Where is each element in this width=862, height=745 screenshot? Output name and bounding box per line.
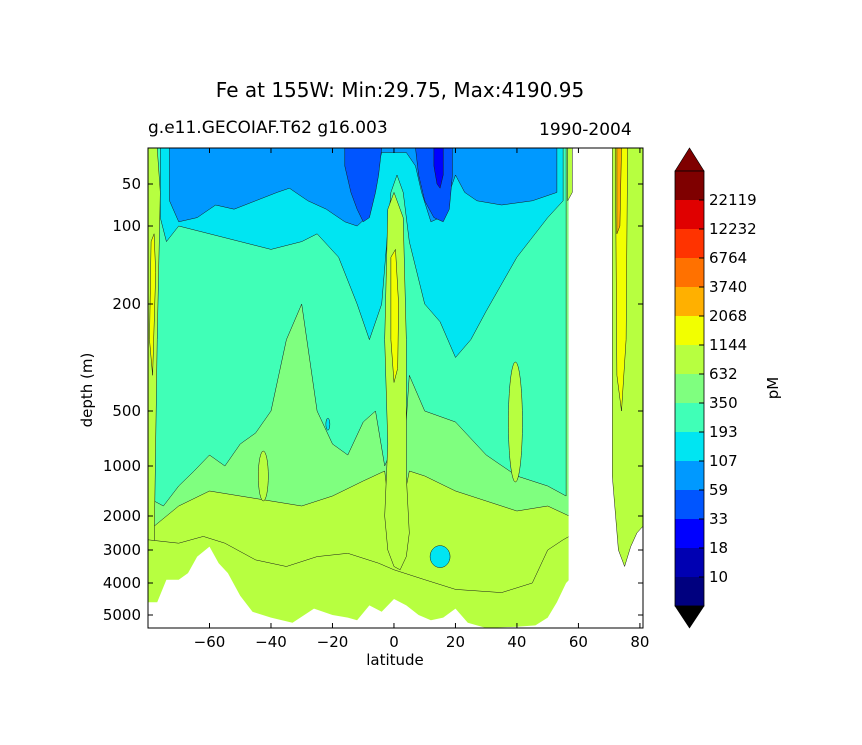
colorbar-tick-label: 632 xyxy=(709,365,738,383)
colorbar-segment xyxy=(675,258,704,287)
equatorial-plume-core xyxy=(390,248,399,383)
deep-low-patch xyxy=(429,545,451,568)
colorbar-tick-label: 33 xyxy=(709,510,728,528)
x-tick-label: −60 xyxy=(194,633,226,651)
x-tick-label: −20 xyxy=(317,633,349,651)
bathymetry-mask xyxy=(148,546,570,628)
colorbar-segment xyxy=(675,171,704,200)
gap-edge-strip xyxy=(567,148,573,201)
colorbar-extend-min xyxy=(674,605,705,629)
time-range: 1990-2004 xyxy=(539,120,632,140)
arctic-strip-peak xyxy=(616,148,622,234)
colorbar-segment xyxy=(675,229,704,258)
colorbar-tick-label: 6764 xyxy=(709,249,747,267)
colorbar-segment xyxy=(675,519,704,548)
y-tick-label: 1000 xyxy=(103,457,141,475)
level-18-33 xyxy=(433,148,444,189)
colorbar: 10 18 33 59 107 193 350 632 1144 2068 3740 6764 1223… xyxy=(674,147,757,629)
colorbar-segment xyxy=(675,577,704,606)
colorbar-tick-label: 193 xyxy=(709,423,738,441)
colorbar-segment xyxy=(675,200,704,229)
colorbar-tick-label: 1144 xyxy=(709,336,747,354)
colorbar-tick-label: 12232 xyxy=(709,220,757,238)
level-107-193 xyxy=(160,148,564,358)
chart-title: Fe at 155W: Min:29.75, Max:4190.95 xyxy=(215,78,585,102)
land-gap xyxy=(568,148,613,628)
x-tick-label: 20 xyxy=(446,633,465,651)
y-tick-label: 500 xyxy=(112,402,141,420)
colorbar-segment xyxy=(675,490,704,519)
x-tick-label: −40 xyxy=(255,633,287,651)
colorbar-segment xyxy=(675,287,704,316)
colorbar-segment xyxy=(675,461,704,490)
southern-edge-core xyxy=(149,233,156,376)
colorbar-segment xyxy=(675,345,704,374)
colorbar-tick-label: 22119 xyxy=(709,191,757,209)
colorbar-tick-label: 3740 xyxy=(709,278,747,296)
x-tick-label: 40 xyxy=(507,633,526,651)
colorbar-frame xyxy=(674,170,705,607)
colorbar-segment xyxy=(675,403,704,432)
colorbar-tick-label: 59 xyxy=(709,481,728,499)
x-tick-label: 80 xyxy=(630,633,649,651)
x-axis: −60 −40 −20 0 20 40 60 80 xyxy=(194,148,649,651)
y-tick-label: 3000 xyxy=(103,541,141,559)
y-axis: 50 100 200 500 1000 2000 3000 4000 5000 xyxy=(103,175,643,624)
colorbar-label: pM xyxy=(764,377,782,399)
y-tick-label: 50 xyxy=(122,175,141,193)
level-33-59 xyxy=(344,148,382,223)
contour-field xyxy=(148,148,643,628)
colorbar-segment xyxy=(675,432,704,461)
colorbar-segment xyxy=(675,316,704,345)
x-tick-label: 0 xyxy=(389,633,399,651)
colorbar-tick-label: 107 xyxy=(709,452,738,470)
colorbar-tick-label: 10 xyxy=(709,568,728,586)
plot-frame xyxy=(147,147,644,629)
colorbar-extend-max xyxy=(674,147,705,172)
colorbar-segment xyxy=(675,548,704,577)
colorbar-segment xyxy=(675,374,704,403)
x-tick-label: 60 xyxy=(569,633,588,651)
y-tick-label: 200 xyxy=(112,295,141,313)
colorbar-tick-label: 18 xyxy=(709,539,728,557)
southern-high-patch xyxy=(258,450,269,502)
x-axis-label: latitude xyxy=(366,651,424,669)
y-tick-label: 100 xyxy=(112,217,141,235)
small-low-patch xyxy=(325,417,331,431)
y-tick-label: 4000 xyxy=(103,574,141,592)
y-axis-label: depth (m) xyxy=(78,353,96,428)
y-tick-label: 2000 xyxy=(103,507,141,525)
mid-depth-high-patch xyxy=(508,361,523,483)
colorbar-tick-label: 350 xyxy=(709,394,738,412)
experiment-name: g.e11.GECOIAF.T62 g16.003 xyxy=(148,118,388,138)
y-tick-label: 5000 xyxy=(103,606,141,624)
colorbar-tick-label: 2068 xyxy=(709,307,747,325)
deep-bottom-layer xyxy=(148,535,570,628)
